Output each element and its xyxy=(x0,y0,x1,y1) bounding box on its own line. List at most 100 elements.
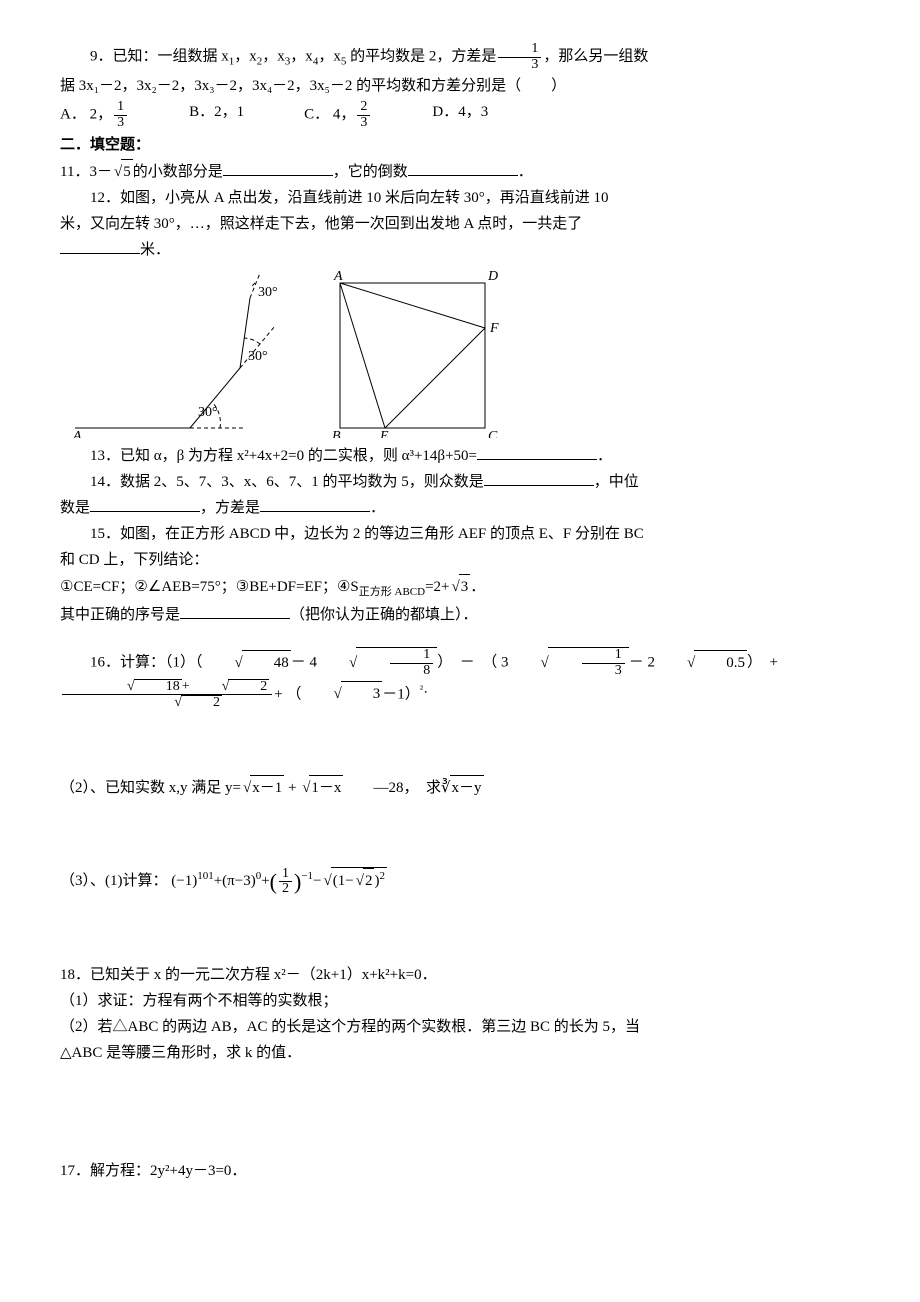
q9-t4: ，x xyxy=(290,49,313,65)
figure-row: A 30° 30° 30° A D B C E F xyxy=(70,268,860,438)
q11-b: 的小数部分是 xyxy=(133,164,223,180)
q16-2r3v: x－y xyxy=(450,775,484,800)
q11-blank2 xyxy=(408,160,518,176)
q15-l3: ①CE=CF；②∠AEB=75°；③BE+DF=EF；④S正方形 ABCD=2+… xyxy=(60,574,860,602)
q14-blank1 xyxy=(484,470,594,486)
q16-3e1: 101 xyxy=(197,870,214,882)
q16-3e3: −1 xyxy=(301,870,313,882)
fig2-B: B xyxy=(332,429,341,438)
q16-f2d: 3 xyxy=(582,664,625,679)
q12-blank xyxy=(60,238,140,254)
q12-l2: 米，又向左转 30°，…，照这样走下去，他第一次回到出发地 A 点时，一共走了 xyxy=(60,212,860,236)
q9-a-label: A． xyxy=(60,107,86,123)
q15-c1: ①CE=CF；②∠AEB=75°；③BE+DF=EF；④S xyxy=(60,579,359,595)
q9-c-frac: 23 xyxy=(357,100,370,130)
q16-f1: 18 xyxy=(390,648,433,678)
q9-t6: 的平均数是 2，方差是 xyxy=(346,49,496,65)
q9-c-v: 4， xyxy=(333,107,356,123)
q14-e: ． xyxy=(370,500,385,516)
q14-b: ，中位 xyxy=(594,474,639,490)
q16-r05: 0.5 xyxy=(655,650,747,675)
q11-blank1 xyxy=(223,160,333,176)
fig1-ang3: 30° xyxy=(258,285,278,300)
q13: 13．已知 α，β 为方程 x²+4x+2=0 的二实根，则 α³+14β+50… xyxy=(60,444,860,468)
q16-3ie: 2 xyxy=(379,870,385,882)
q9-t5: ，x xyxy=(318,49,341,65)
q16-ta: 18 xyxy=(134,679,182,695)
q16-br: 2 xyxy=(142,695,222,711)
q16-3ec: + xyxy=(261,873,269,889)
q16-m1: － xyxy=(291,655,306,671)
q16-m3: － xyxy=(629,655,644,671)
q14-blank3 xyxy=(260,496,370,512)
q11-c: ，它的倒数 xyxy=(333,164,408,180)
section-2-heading: 二．填空题： xyxy=(60,133,860,157)
q15-l4: 其中正确的序号是（把你认为正确的都填上）． xyxy=(60,603,860,627)
q15-c1b: =2+ xyxy=(425,579,449,595)
q9-choice-d: D．4，3 xyxy=(432,100,488,130)
q18-d: △ABC 是等腰三角形时，求 k 的值． xyxy=(60,1041,860,1065)
q9-stem-line1: 9．已知：一组数据 x1，x2，x3，x4，x5 的平均数是 2，方差是13，那… xyxy=(60,42,860,72)
q16-3lp: ( xyxy=(270,869,277,894)
q16-m2: － xyxy=(460,655,475,671)
q16-tr2: 2 xyxy=(190,679,270,695)
fig2-F: F xyxy=(489,321,499,336)
q16-m1b: －1） xyxy=(382,686,420,702)
fig2-D: D xyxy=(487,269,498,284)
q16-sf1: 18 xyxy=(317,647,437,678)
q16-c2: 2 xyxy=(648,655,656,671)
fig1-A: A xyxy=(72,429,82,438)
q15-e: （把你认为正确的都填上）． xyxy=(290,607,478,623)
q16-pl: + xyxy=(770,655,778,671)
q18-b: （1）求证：方程有两个不相等的实数根； xyxy=(60,989,860,1013)
q16-3fn: 1 xyxy=(279,867,292,883)
q9-a-frac: 13 xyxy=(114,100,127,130)
q15-l2: 和 CD 上，下列结论： xyxy=(60,548,860,572)
fig1-ang2: 30° xyxy=(248,349,268,364)
q16-pl2: + xyxy=(274,686,282,702)
q16-3inner: 2 xyxy=(354,868,375,893)
q16-1: 16．计算：（1）（48－ 418） － （ 313－ 20.5） +18+22… xyxy=(60,647,860,711)
q16-sq: ²． xyxy=(420,683,434,695)
q9-t2: ，x xyxy=(234,49,257,65)
q16-r05v: 0.5 xyxy=(694,650,747,675)
q16-f2n: 1 xyxy=(582,648,625,664)
q18-a: 18．已知关于 x 的一元二次方程 x²－（2k+1）x+k²+k=0． xyxy=(60,963,860,987)
q16-3fd: 2 xyxy=(279,882,292,897)
q16-3: （3）、(1)计算： (−1)101+(π−3)0+(12)−1−(1−2)2 xyxy=(60,864,860,899)
q15-c1c: ． xyxy=(470,579,485,595)
q16-2b: —28， 求 xyxy=(343,780,441,796)
q18-c: （2）若△ABC 的两边 AB，AC 的长是这个方程的两个实数根．第三边 BC … xyxy=(60,1015,860,1039)
figure-square-aef: A D B C E F xyxy=(320,268,510,438)
q9-b-v: 2，1 xyxy=(214,104,244,120)
q16-2r2: 1－x xyxy=(300,775,343,800)
q16-lp: （ xyxy=(287,686,302,702)
q9-b-label: B． xyxy=(189,104,214,120)
q9-choice-c: C． 4，23 xyxy=(304,100,372,130)
q9-c-fn: 2 xyxy=(357,100,370,116)
q16-2: （2）、已知实数 x,y 满足 y=x－1 + 1－x —28， 求x－y xyxy=(60,775,860,800)
q9-t1: 9．已知：一组数据 x xyxy=(90,49,229,65)
q9-fn: 1 xyxy=(498,42,541,58)
q13-a: 13．已知 α，β 为方程 x²+4x+2=0 的二实根，则 α³+14β+50… xyxy=(90,448,477,464)
q16-3a: （3）、(1)计算： xyxy=(60,873,168,889)
q11-sqrt: 5 xyxy=(112,159,133,184)
q16-3ir: 2 xyxy=(363,868,375,893)
q14-blank2 xyxy=(90,496,200,512)
q16-2r1v: x－1 xyxy=(250,775,284,800)
q16-f1d: 8 xyxy=(390,664,433,679)
q16-tr1: 18 xyxy=(95,679,182,695)
q16-tp: + xyxy=(182,679,190,694)
q16-r48v: 48 xyxy=(242,650,291,675)
q14-a: 14．数据 2、5、7、3、x、6、7、1 的平均数为 5，则众数是 xyxy=(90,474,484,490)
q16-2p: + xyxy=(284,780,300,796)
q16-sf2: 13 xyxy=(509,647,629,678)
q16-r48: 48 xyxy=(203,650,291,675)
q15-l1: 15．如图，在正方形 ABCD 中，边长为 2 的等边三角形 AEF 的顶点 E… xyxy=(60,522,860,546)
q16-2r2v: 1－x xyxy=(309,775,343,800)
q16-c3: 3 xyxy=(501,655,509,671)
q9-t3: ，x xyxy=(262,49,285,65)
q14-d: ，方差是 xyxy=(200,500,260,516)
q12-l1: 12．如图，小亮从 A 点出发，沿直线前进 10 米后向左转 30°，再沿直线前… xyxy=(60,186,860,210)
q16-p1: ） xyxy=(437,655,452,671)
